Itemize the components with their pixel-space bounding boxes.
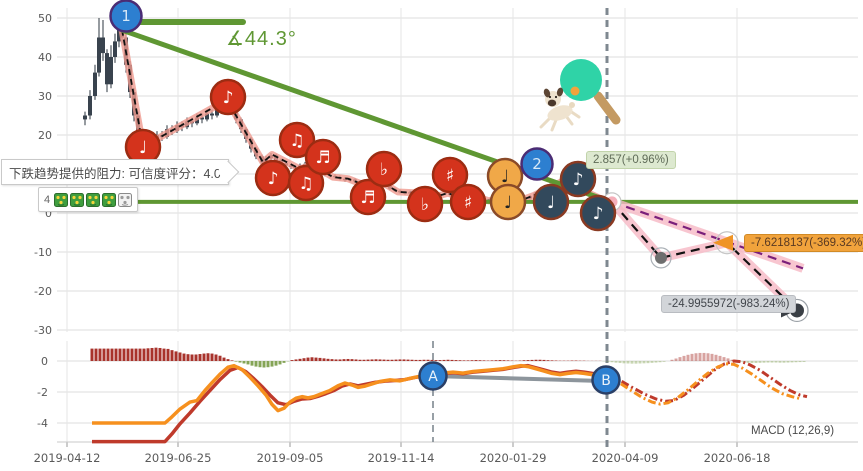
axis-labels: 50403020100-10-20-300-2-42019-04-122019-… <box>34 12 771 465</box>
macd-badge-B[interactable]: B <box>591 365 621 395</box>
note-marker-red[interactable]: ♯ <box>449 183 487 221</box>
svg-text:2019-11-14: 2019-11-14 <box>368 451 435 465</box>
svg-text:♪: ♪ <box>223 88 234 108</box>
svg-text:2: 2 <box>532 155 542 173</box>
note-marker-red[interactable]: ♯ <box>431 156 469 194</box>
svg-text:♭: ♭ <box>380 160 388 180</box>
trend-resistance-tooltip: 下跌趋势提供的阻力: 可信度评分：4.0 <box>1 159 240 185</box>
svg-text:40: 40 <box>38 51 52 64</box>
svg-text:♩: ♩ <box>547 193 555 213</box>
projection-paths <box>608 197 805 314</box>
paddle-handle <box>593 91 621 125</box>
svg-text:♬: ♬ <box>360 188 375 208</box>
signal-line-projection <box>606 362 801 406</box>
signal-line <box>92 363 608 425</box>
note-marker-navy[interactable]: ♪ <box>579 194 617 232</box>
svg-text:0: 0 <box>41 355 48 368</box>
svg-text:-20: -20 <box>34 285 52 298</box>
svg-text:♫: ♫ <box>289 131 304 151</box>
svg-text:♩: ♩ <box>139 138 147 158</box>
note-marker-red[interactable]: ♪ <box>209 78 247 116</box>
credibility-icon <box>70 192 85 207</box>
svg-text:2020-04-09: 2020-04-09 <box>592 451 659 465</box>
note-marker-orange[interactable]: ♩ <box>489 183 527 221</box>
svg-text:20: 20 <box>38 129 52 142</box>
note-marker-red[interactable]: ♬ <box>304 138 342 176</box>
macd-line-projection <box>606 359 808 403</box>
pivot-badge-2[interactable]: 2 <box>520 147 554 181</box>
svg-text:♪: ♪ <box>573 170 584 190</box>
svg-text:2020-06-18: 2020-06-18 <box>704 451 771 465</box>
note-marker-red[interactable]: ♬ <box>349 178 387 216</box>
svg-text:-2: -2 <box>37 386 48 399</box>
svg-text:2019-09-05: 2019-09-05 <box>257 451 324 465</box>
trend-angle-label: ∡44.3° <box>226 28 297 50</box>
trend-tooltip-text: 下跌趋势提供的阻力: 可信度评分：4.0 <box>9 166 221 181</box>
svg-text:♭: ♭ <box>421 195 429 215</box>
svg-text:2019-04-12: 2019-04-12 <box>34 451 101 465</box>
svg-text:♯: ♯ <box>446 166 454 186</box>
macd-panel <box>90 347 808 444</box>
svg-text:♪: ♪ <box>593 204 604 224</box>
note-marker-navy[interactable]: ♩ <box>532 183 570 221</box>
svg-text:-4: -4 <box>37 417 48 430</box>
macd-indicator-label: MACD (12,26,9) <box>751 425 835 437</box>
note-marker-red[interactable]: ♭ <box>365 150 403 188</box>
note-marker-red[interactable]: ♫ <box>287 164 325 202</box>
rating-value: 4 <box>44 193 51 206</box>
ab-connector-line <box>432 374 603 383</box>
projection-target-annotation-2: -24.9955972(-983.24%) <box>661 295 797 313</box>
svg-text:2019-06-25: 2019-06-25 <box>145 451 212 465</box>
svg-text:-10: -10 <box>34 246 52 259</box>
svg-text:1: 1 <box>121 7 131 25</box>
svg-text:♪: ♪ <box>268 169 279 189</box>
grid <box>57 8 858 447</box>
ball-icon <box>570 86 580 96</box>
pivot-markers: ♩♪♪♫♫♬♬♭♭♯♯♩♩ ♩♪♪ <box>124 78 617 232</box>
projection-arrow-orange <box>713 234 733 251</box>
credibility-icon <box>86 192 101 207</box>
credibility-icon <box>54 192 69 207</box>
dog-icon <box>539 87 581 132</box>
current-price-annotation: 2.857(+0.96%) <box>586 151 676 169</box>
svg-text:♩: ♩ <box>504 193 512 213</box>
credibility-icon-faded <box>118 192 133 207</box>
svg-text:♯: ♯ <box>464 193 472 213</box>
badges: 1 2 A B <box>109 0 621 395</box>
svg-text:2020-01-29: 2020-01-29 <box>480 451 547 465</box>
note-marker-navy[interactable]: ♪ <box>559 160 597 198</box>
svg-text:30: 30 <box>38 90 52 103</box>
svg-text:A: A <box>428 369 438 385</box>
paddle-icon <box>560 59 602 101</box>
credibility-icon <box>102 192 117 207</box>
svg-text:♫: ♫ <box>298 174 313 194</box>
svg-text:50: 50 <box>38 12 52 25</box>
credibility-rating-box: 4 <box>38 187 139 212</box>
svg-text:0: 0 <box>45 207 52 220</box>
note-marker-red[interactable]: ♭ <box>406 185 444 223</box>
rating-icons <box>54 192 133 207</box>
projection-target-annotation-1: -7.6218137(-369.32%) <box>744 234 863 252</box>
svg-text:-30: -30 <box>34 324 52 337</box>
svg-text:♬: ♬ <box>315 148 330 168</box>
svg-text:B: B <box>601 373 611 389</box>
note-marker-red[interactable]: ♪ <box>254 159 292 197</box>
dog-paddle-sprite <box>539 59 621 132</box>
macd-badge-A[interactable]: A <box>418 361 448 391</box>
note-marker-red[interactable]: ♫ <box>278 121 316 159</box>
svg-text:♩: ♩ <box>501 167 509 187</box>
projection-dot-gray <box>655 251 667 264</box>
pivot-badge-1[interactable]: 1 <box>109 0 143 33</box>
